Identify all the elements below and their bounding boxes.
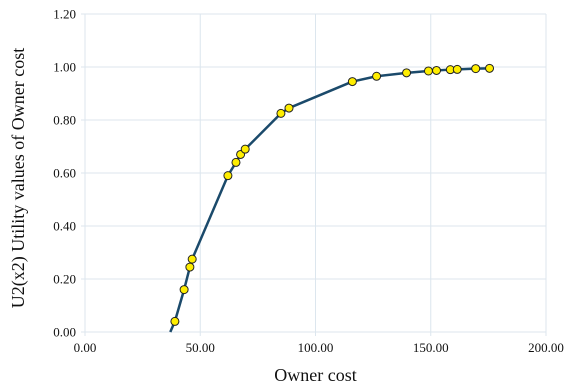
data-point	[347, 77, 357, 87]
x-axis-title: Owner cost	[274, 365, 356, 385]
x-tick-label: 100.00	[298, 340, 334, 355]
y-tick-label: 0.60	[53, 166, 76, 181]
data-point	[485, 63, 495, 73]
x-tick-label: 200.00	[528, 340, 564, 355]
data-point	[432, 65, 442, 75]
series-owner-cost-utility	[169, 63, 495, 333]
y-tick-label: 1.00	[53, 60, 76, 75]
grid-lines	[84, 13, 547, 333]
data-point	[231, 157, 241, 167]
data-point	[223, 171, 233, 181]
data-point	[423, 66, 433, 76]
data-point	[402, 68, 412, 78]
data-point	[452, 64, 462, 74]
axes	[81, 13, 547, 336]
data-point	[185, 262, 195, 272]
data-point	[187, 254, 197, 264]
data-point	[471, 64, 481, 74]
y-tick-label: 1.20	[53, 7, 76, 22]
y-tick-label: 0.40	[53, 219, 76, 234]
data-point	[372, 71, 382, 81]
x-tick-label: 0.00	[74, 340, 97, 355]
y-tick-label: 0.20	[53, 272, 76, 287]
y-axis-title: U2(x2) Utility values of Owner cost	[8, 48, 29, 308]
tick-labels: 0.00 50.00 100.00 150.00 200.00 0.00 0.20 0.40 0…	[53, 7, 564, 356]
x-tick-label: 150.00	[413, 340, 449, 355]
y-tick-label: 0.00	[53, 325, 76, 340]
y-tick-label: 0.80	[53, 113, 76, 128]
data-point	[179, 285, 189, 295]
series-line	[169, 67, 490, 333]
data-point	[284, 103, 294, 113]
x-tick-label: 50.00	[186, 340, 215, 355]
data-point	[276, 108, 286, 118]
data-point	[240, 144, 250, 154]
data-point	[170, 316, 180, 326]
